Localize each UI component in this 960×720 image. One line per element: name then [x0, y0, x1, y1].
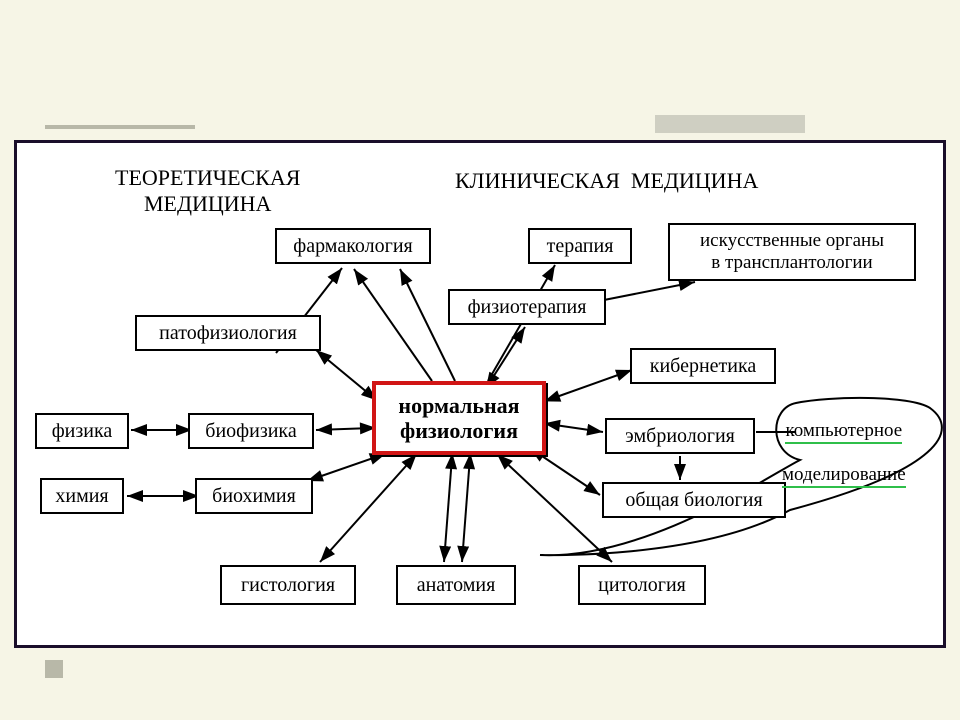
node-biochemistry: биохимия — [195, 478, 313, 514]
edge — [488, 327, 525, 385]
computer-modeling-line1: компьютерное — [785, 420, 902, 444]
edge — [604, 282, 695, 300]
node-artificial-organs: искусственные органы в трансплантологии — [668, 223, 916, 281]
node-physics: физика — [35, 413, 129, 449]
computer-modeling-line2: моделирование — [782, 464, 906, 488]
edge — [548, 370, 632, 400]
page: ТЕОРЕТИЧЕСКАЯ МЕДИЦИНА КЛИНИЧЕСКАЯ МЕДИЦИ… — [0, 0, 960, 720]
edge — [500, 457, 612, 562]
node-histology: гистология — [220, 565, 356, 605]
node-pathophysiology: патофизиология — [135, 315, 321, 351]
node-cytology: цитология — [578, 565, 706, 605]
edge — [316, 428, 372, 430]
node-cybernetics: кибернетика — [630, 348, 776, 384]
edge — [533, 450, 600, 495]
edge — [307, 455, 382, 481]
node-embryology: эмбриология — [605, 418, 755, 454]
node-normal-physiology: нормальная физиология — [372, 381, 546, 455]
node-chemistry: химия — [40, 478, 124, 514]
label-computer-modeling: компьютерное моделирование — [782, 398, 906, 485]
edge — [400, 269, 455, 381]
edge — [548, 424, 603, 432]
node-physiotherapy: физиотерапия — [448, 289, 606, 325]
node-anatomy: анатомия — [396, 565, 516, 605]
edge — [320, 457, 414, 562]
node-pharmacology: фармакология — [275, 228, 431, 264]
heading-clinical: КЛИНИЧЕСКАЯ МЕДИЦИНА — [455, 168, 758, 194]
edge — [462, 457, 470, 562]
node-biophysics: биофизика — [188, 413, 314, 449]
edge — [316, 350, 374, 398]
node-therapy: терапия — [528, 228, 632, 264]
edges-layer — [0, 0, 960, 720]
edge — [444, 457, 452, 562]
node-general-biology: общая биология — [602, 482, 786, 518]
edge — [354, 269, 432, 381]
heading-theoretical: ТЕОРЕТИЧЕСКАЯ МЕДИЦИНА — [115, 165, 300, 217]
